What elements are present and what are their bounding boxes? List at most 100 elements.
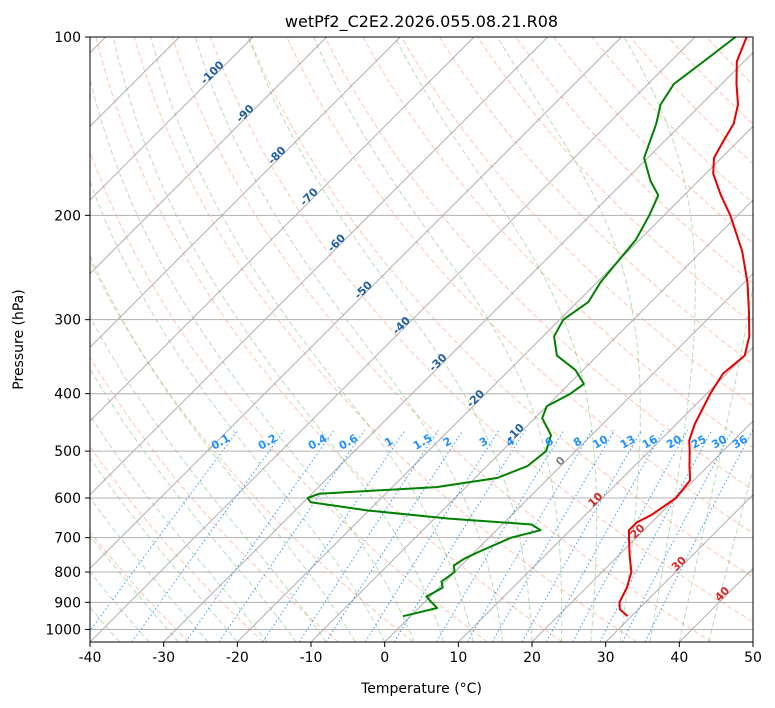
y-tick-label: 800	[54, 565, 81, 581]
mixing-ratio-label: 0.1	[209, 432, 232, 453]
x-tick-label: -40	[79, 650, 102, 666]
mixing-ratio-line	[218, 429, 366, 642]
mixing-ratio-label: 3	[477, 435, 490, 450]
mixing-ratio-label: 13	[618, 433, 638, 452]
temperature-profile	[618, 37, 751, 617]
mixing-ratio-label: 0.4	[306, 431, 330, 452]
mixing-ratio-label: 0.2	[256, 432, 279, 453]
isotherm-label: -90	[233, 102, 256, 125]
background-lines	[90, 37, 753, 642]
y-tick-label: 200	[54, 208, 81, 224]
dry-adiabat	[362, 37, 753, 449]
x-tick-label: 30	[597, 650, 615, 666]
isotherm	[163, 52, 753, 642]
moist-adiabat	[678, 282, 753, 642]
dry-adiabat	[706, 37, 753, 86]
chart-title: wetPf2_C2E2.2026.055.08.21.R08	[285, 12, 558, 32]
mixing-ratio-line	[521, 429, 643, 642]
isotherm-label: 30	[669, 553, 689, 573]
moist-adiabat	[313, 37, 563, 642]
moist-adiabat	[194, 37, 503, 642]
mixing-ratio-line	[572, 429, 689, 642]
pressure-gridlines	[90, 37, 753, 630]
moist-adiabat	[496, 37, 641, 642]
isotherm	[90, 37, 254, 201]
dry-adiabat	[90, 356, 339, 642]
x-tick-label: 40	[670, 650, 688, 666]
moist-adiabat	[150, 37, 474, 642]
dry-adiabat	[438, 37, 753, 365]
isotherm	[237, 125, 753, 642]
isotherm-label: -80	[265, 144, 288, 167]
x-tick-label: -10	[300, 650, 323, 666]
moist-adiabat	[90, 414, 268, 642]
isotherm-label: -40	[390, 314, 413, 337]
x-tick-label: 50	[744, 650, 762, 666]
x-axis-label: Temperature (°C)	[360, 681, 482, 697]
isotherm	[90, 37, 548, 496]
moist-adiabat	[90, 180, 386, 642]
profiles	[306, 37, 751, 618]
y-tick-label: 900	[54, 595, 81, 611]
mixing-ratio-label: 16	[640, 432, 660, 451]
isotherm	[90, 37, 475, 422]
isotherm	[90, 37, 327, 275]
mixing-ratio-label: 1.5	[411, 432, 434, 453]
y-axis-label: Pressure (hPa)	[11, 289, 27, 389]
isotherm	[605, 494, 753, 642]
moist-adiabat	[90, 76, 415, 642]
moist-adiabat	[247, 37, 533, 642]
dry-adiabat	[90, 531, 190, 642]
mixing-ratio-line	[131, 429, 285, 642]
isotherm	[752, 641, 753, 642]
mixing-ratio-label: 8	[571, 435, 584, 450]
dewpoint-profile	[306, 37, 737, 618]
mixing-ratio-line	[545, 429, 665, 642]
mixing-ratio-line	[325, 429, 464, 642]
dry-adiabat	[171, 37, 712, 642]
mixing-ratio-line	[364, 429, 500, 642]
mixing-ratio-line	[393, 429, 526, 642]
isotherm-label: -50	[352, 278, 375, 301]
isotherm-label: 40	[712, 584, 732, 604]
x-tick-label: -20	[226, 650, 249, 666]
moist-adiabat	[623, 37, 696, 642]
dry-adiabat	[133, 37, 638, 642]
mixing-ratio-line	[185, 429, 335, 642]
y-tick-label: 300	[54, 313, 81, 329]
dry-adiabat	[400, 37, 753, 407]
dry-adiabat	[477, 37, 753, 325]
x-tick-label: 0	[380, 650, 389, 666]
x-axis: -40 -30 -20 -10 0 10 20 30 40 50	[79, 642, 762, 666]
isotherm	[90, 37, 401, 348]
y-axis: 100 200 300 400 500 600 700 800 900 1000	[45, 30, 90, 638]
mixing-ratio-label: 1	[382, 435, 395, 450]
moist-adiabat	[90, 254, 356, 642]
mixing-ratio-line	[644, 429, 753, 642]
moist-adiabat	[708, 467, 753, 642]
x-tick-label: -30	[152, 650, 175, 666]
isotherm-label: -100	[198, 58, 227, 87]
dry-adiabat	[668, 37, 753, 125]
moist-adiabat	[90, 457, 238, 642]
isotherm	[310, 199, 753, 642]
dry-adiabat	[324, 37, 753, 491]
mixing-ratio-line	[467, 429, 593, 642]
y-tick-label: 400	[54, 387, 81, 403]
isotherm-label: -70	[298, 185, 321, 208]
isotherm	[90, 37, 696, 642]
dry-adiabat	[248, 37, 753, 578]
isotherm-label: -60	[325, 231, 348, 254]
mixing-ratio-line	[435, 429, 565, 642]
dry-adiabat	[210, 37, 753, 623]
dry-adiabat	[286, 37, 753, 534]
isotherm-label: 10	[586, 490, 606, 510]
x-tick-label: 10	[449, 650, 467, 666]
dry-adiabat	[553, 37, 753, 244]
x-tick-label: 20	[523, 650, 541, 666]
mixing-ratio-line	[262, 429, 406, 642]
isotherm	[458, 346, 753, 642]
y-tick-label: 600	[54, 491, 81, 507]
dry-adiabat	[95, 37, 563, 642]
